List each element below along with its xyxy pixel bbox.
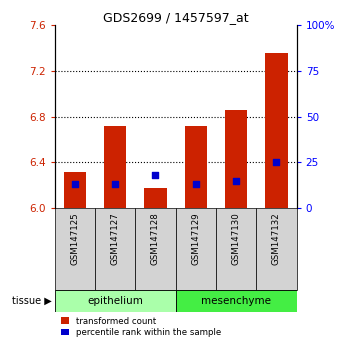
Point <box>233 178 239 184</box>
Bar <box>55 290 176 312</box>
Bar <box>185 126 207 208</box>
Text: tissue ▶: tissue ▶ <box>12 296 52 306</box>
Point <box>72 182 77 187</box>
Point <box>274 160 279 165</box>
Text: GSM147128: GSM147128 <box>151 212 160 265</box>
Point <box>193 182 198 187</box>
Bar <box>95 208 135 290</box>
Text: GSM147132: GSM147132 <box>272 212 281 265</box>
Point <box>153 172 158 178</box>
Bar <box>176 290 297 312</box>
Legend: transformed count, percentile rank within the sample: transformed count, percentile rank withi… <box>59 315 223 339</box>
Bar <box>64 172 86 208</box>
Bar <box>55 208 95 290</box>
Bar <box>256 208 297 290</box>
Text: GSM147127: GSM147127 <box>110 212 120 265</box>
Text: GSM147130: GSM147130 <box>232 212 241 265</box>
Text: epithelium: epithelium <box>87 296 143 306</box>
Bar <box>176 208 216 290</box>
Bar <box>104 126 126 208</box>
Title: GDS2699 / 1457597_at: GDS2699 / 1457597_at <box>103 11 249 24</box>
Point <box>113 182 118 187</box>
Bar <box>144 188 166 208</box>
Bar <box>225 110 247 208</box>
Text: mesenchyme: mesenchyme <box>201 296 271 306</box>
Text: GSM147125: GSM147125 <box>70 212 79 265</box>
Bar <box>265 53 287 208</box>
Text: GSM147129: GSM147129 <box>191 212 200 265</box>
Bar <box>135 208 176 290</box>
Bar <box>216 208 256 290</box>
